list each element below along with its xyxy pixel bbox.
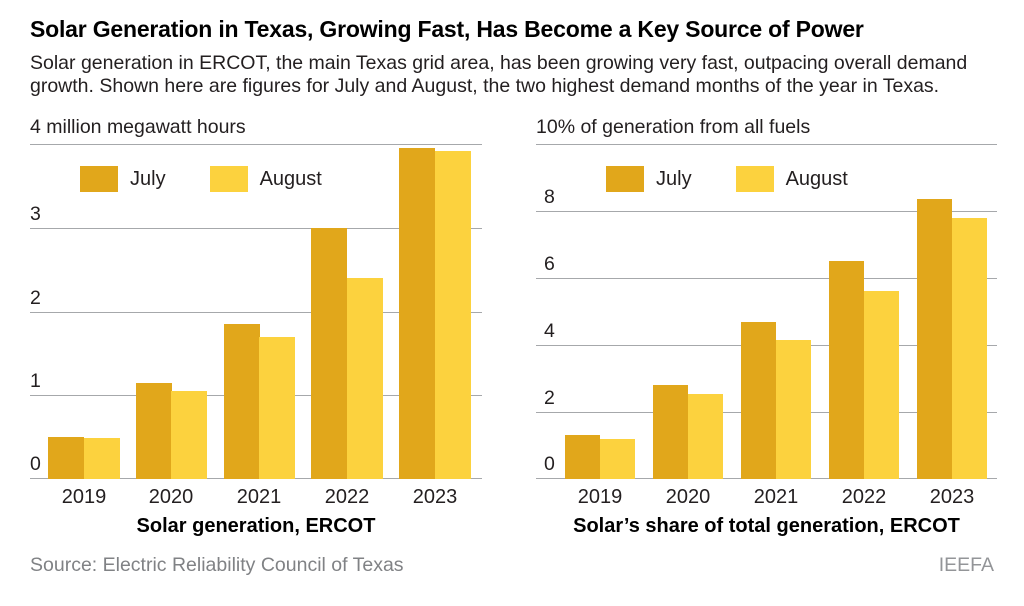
july-bar-2021: [741, 322, 776, 479]
chart-solar-share: 10% of generation from all fuels 8 6 4 2 0 Ju…: [536, 116, 997, 537]
july-bar-2022: [829, 261, 864, 479]
y-axis-label-right: 10% of generation from all fuels: [536, 116, 811, 138]
y-tick-label: 0: [544, 453, 555, 475]
july-bar-2020: [136, 383, 172, 479]
july-bar-2023: [917, 199, 952, 479]
july-bar-2019: [565, 435, 600, 479]
august-bar-2021: [259, 337, 295, 479]
x-tick-label-2020: 2020: [148, 486, 194, 508]
page-subtitle: Solar generation in ERCOT, the main Texa…: [30, 52, 968, 97]
legend-item-july: July: [80, 166, 166, 192]
august-bar-2023: [952, 218, 987, 479]
y-tick-label: 1: [30, 370, 41, 392]
august-bar-2020: [171, 391, 207, 479]
july-bar-2022: [311, 228, 347, 479]
legend-item-july: July: [606, 166, 692, 192]
august-bar-2019: [600, 439, 635, 479]
legend: July August: [80, 166, 322, 192]
legend-label-august: August: [259, 167, 322, 190]
gridline-3: [30, 228, 482, 229]
gridline-10: [536, 144, 997, 145]
y-tick-label: 8: [544, 186, 555, 208]
x-tick-label-2021: 2021: [753, 486, 799, 508]
august-bar-2021: [776, 340, 811, 479]
legend: July August: [606, 166, 848, 192]
august-bar-2019: [84, 438, 120, 479]
x-tick-label-2021: 2021: [236, 486, 282, 508]
y-axis-label-left: 4 million megawatt hours: [30, 116, 246, 138]
gridline-6: [536, 278, 997, 279]
chart-solar-generation: 4 million megawatt hours 3 2 1 0 July August …: [30, 116, 482, 537]
y-tick-label: 6: [544, 253, 555, 275]
legend-swatch-august: [735, 166, 774, 192]
y-tick-label: 2: [30, 287, 41, 309]
y-tick-label: 4: [544, 320, 555, 342]
legend-label-july: July: [130, 167, 166, 190]
chart-caption-left: Solar generation, ERCOT: [136, 515, 376, 537]
august-bar-2023: [435, 151, 471, 479]
x-tick-label-2020: 2020: [665, 486, 711, 508]
plot-area-left: 3 2 1 0 July August: [30, 144, 482, 479]
credit-label: IEEFA: [938, 554, 994, 576]
legend-swatch-july: [80, 166, 118, 192]
gridline-2: [30, 312, 482, 313]
legend-item-august: August: [735, 166, 848, 192]
legend-label-august: August: [785, 167, 848, 190]
page-title: Solar Generation in Texas, Growing Fast,…: [30, 16, 864, 42]
plot-area-right: 8 6 4 2 0 July August: [536, 144, 997, 479]
chart-caption-right: Solar’s share of total generation, ERCOT: [573, 515, 960, 537]
x-tick-label-2023: 2023: [412, 486, 458, 508]
source-note: Source: Electric Reliability Council of …: [30, 554, 404, 576]
x-tick-label-2023: 2023: [929, 486, 975, 508]
footer: Source: Electric Reliability Council of …: [30, 554, 994, 577]
x-tick-label-2019: 2019: [577, 486, 623, 508]
legend-swatch-august: [209, 166, 248, 192]
august-bar-2022: [864, 291, 899, 479]
legend-swatch-july: [606, 166, 644, 192]
y-tick-label: 2: [544, 387, 555, 409]
july-bar-2020: [653, 385, 688, 479]
august-bar-2020: [688, 394, 723, 479]
july-bar-2023: [399, 148, 435, 479]
x-tick-label-2022: 2022: [324, 486, 370, 508]
x-tick-label-2022: 2022: [841, 486, 887, 508]
legend-label-july: July: [656, 167, 692, 190]
gridline-4: [30, 144, 482, 145]
legend-item-august: August: [209, 166, 322, 192]
gridline-8: [536, 211, 997, 212]
x-tick-label-2019: 2019: [61, 486, 107, 508]
july-bar-2021: [224, 324, 260, 479]
july-bar-2019: [48, 437, 84, 479]
august-bar-2022: [347, 278, 383, 479]
y-tick-label: 3: [30, 203, 41, 225]
y-tick-label: 0: [30, 453, 41, 475]
